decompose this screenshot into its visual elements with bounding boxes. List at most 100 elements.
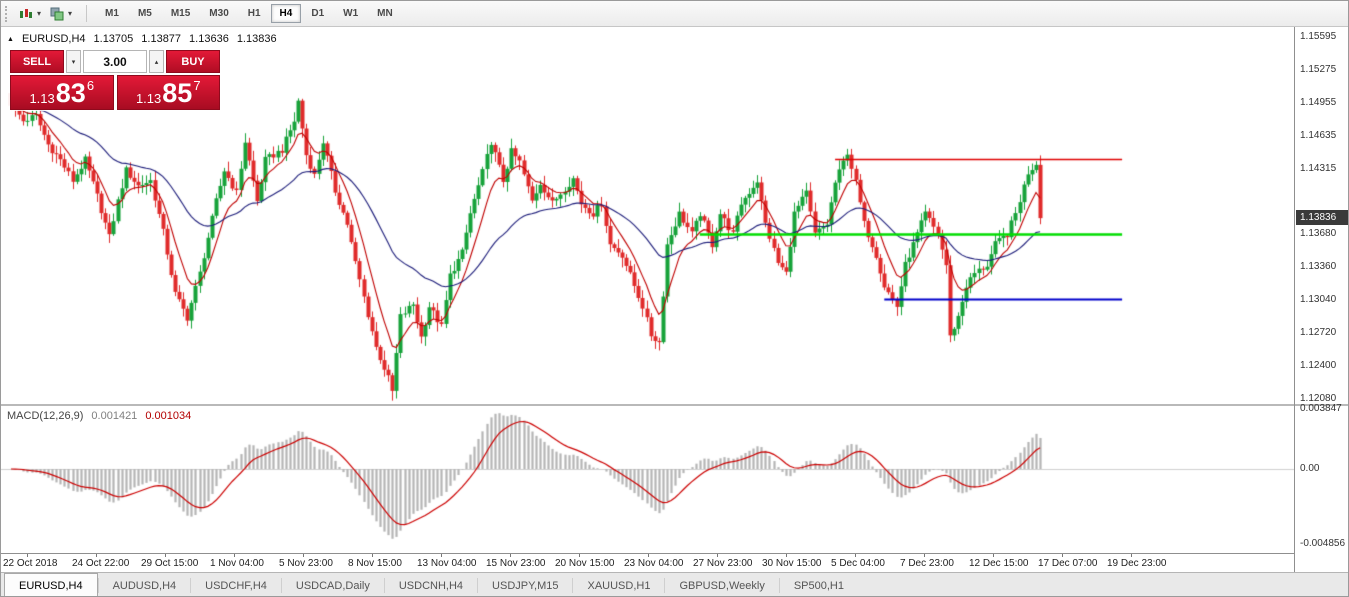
time-tick-mark	[510, 554, 511, 557]
timeframe-button-d1[interactable]: D1	[302, 4, 333, 23]
price-tick-label: 1.14315	[1300, 162, 1337, 174]
chart-type-caret-icon[interactable]: ▾	[37, 9, 42, 18]
price-tick-label: 1.14955	[1300, 96, 1337, 108]
chart-workspace: ▲ EURUSD,H4 1.13705 1.13877 1.13636 1.13…	[1, 27, 1348, 572]
time-tick-mark	[993, 554, 994, 557]
ohlc-close-value: 1.13836	[236, 33, 277, 45]
sell-price-prefix: 1.13	[29, 91, 55, 106]
chart-tab-eurusd-h4[interactable]: EURUSD,H4	[4, 573, 98, 596]
current-price-badge: 1.13836	[1296, 210, 1348, 226]
time-tick-label: 27 Nov 23:00	[693, 558, 753, 569]
time-tick-mark	[579, 554, 580, 557]
time-tick-mark	[1131, 554, 1132, 557]
time-tick-mark	[1062, 554, 1063, 557]
timeframe-button-m15[interactable]: M15	[162, 4, 199, 23]
chart-tabs-bar: EURUSD,H4 AUDUSD,H4 USDCHF,H4 USDCAD,Daily U…	[1, 572, 1348, 596]
macd-indicator-pane: MACD(12,26,9) 0.001421 0.001034	[1, 404, 1294, 553]
time-tick-label: 29 Oct 15:00	[141, 558, 199, 569]
chart-tab-sp500-h1[interactable]: SP500,H1	[793, 579, 844, 592]
time-tick-mark	[786, 554, 787, 557]
sell-price-tile[interactable]: 1.13 83 6	[10, 75, 114, 110]
tab-separator	[280, 578, 282, 593]
time-tick-mark	[27, 554, 28, 557]
chart-tab-gbpusd-weekly[interactable]: GBPUSD,Weekly	[679, 579, 765, 592]
buy-price-point: 7	[193, 78, 201, 93]
sell-button[interactable]: SELL	[10, 50, 64, 73]
time-tick-label: 24 Oct 22:00	[72, 558, 130, 569]
tab-separator	[778, 578, 780, 593]
tab-separator	[383, 578, 385, 593]
time-tick-label: 12 Dec 15:00	[969, 558, 1029, 569]
tab-separator	[190, 578, 192, 593]
tab-separator	[97, 578, 99, 593]
macd-indicator-name: MACD(12,26,9)	[7, 410, 84, 422]
price-tick-label: 1.15275	[1300, 63, 1337, 75]
chart-tab-usdcad-daily[interactable]: USDCAD,Daily	[295, 579, 370, 592]
time-tick-label: 13 Nov 04:00	[417, 558, 477, 569]
toolbar-drag-handle[interactable]	[5, 5, 10, 22]
macd-tick-label: 0.00	[1300, 463, 1320, 474]
chart-tab-usdcnh-h4[interactable]: USDCNH,H4	[398, 579, 464, 592]
time-tick-label: 23 Nov 04:00	[624, 558, 684, 569]
buy-price-tile[interactable]: 1.13 85 7	[116, 75, 220, 110]
ohlc-low-value: 1.13636	[189, 33, 229, 45]
timeframe-button-w1[interactable]: W1	[334, 4, 367, 23]
time-tick-label: 22 Oct 2018	[3, 558, 58, 569]
right-axis-column[interactable]: 1.15595 1.15275 1.14955 1.14635 1.14315 1.136…	[1294, 27, 1348, 572]
time-tick-label: 19 Dec 23:00	[1107, 558, 1167, 569]
price-tick-label: 1.13040	[1300, 294, 1337, 306]
chart-tab-xauusd-h1[interactable]: XAUUSD,H1	[587, 579, 651, 592]
timeframe-button-m1[interactable]: M1	[96, 4, 128, 23]
timeframe-buttons-group: M1 M5 M15 M30 H1 H4 D1 W1 MN	[96, 4, 402, 23]
price-axis[interactable]: 1.15595 1.15275 1.14955 1.14635 1.14315 1.136…	[1295, 27, 1348, 404]
lot-decrease-button[interactable]: ▾	[66, 50, 81, 73]
time-tick-label: 5 Dec 04:00	[831, 558, 885, 569]
time-tick-label: 17 Dec 07:00	[1038, 558, 1098, 569]
macd-label: MACD(12,26,9) 0.001421 0.001034	[7, 410, 191, 422]
time-tick-mark	[303, 554, 304, 557]
timeframe-button-h1[interactable]: H1	[239, 4, 270, 23]
tab-separator	[572, 578, 574, 593]
timeframe-button-h4[interactable]: H4	[270, 4, 302, 23]
plot-column: ▲ EURUSD,H4 1.13705 1.13877 1.13636 1.13…	[1, 27, 1294, 572]
buy-button[interactable]: BUY	[166, 50, 220, 73]
tab-separator	[664, 578, 666, 593]
chart-header: ▲ EURUSD,H4 1.13705 1.13877 1.13636 1.13…	[7, 33, 277, 45]
macd-canvas[interactable]	[1, 406, 1294, 553]
templates-caret-icon[interactable]: ▾	[68, 9, 73, 18]
chart-type-icon[interactable]	[17, 5, 35, 23]
sell-price-pips: 83	[55, 78, 86, 109]
time-tick-label: 15 Nov 23:00	[486, 558, 546, 569]
time-tick-mark	[234, 554, 235, 557]
trade-prices-row: 1.13 83 6 1.13 85 7	[10, 75, 220, 110]
timeframe-button-mn[interactable]: MN	[368, 4, 402, 23]
tab-separator	[477, 578, 479, 593]
chart-tab-audusd-h4[interactable]: AUDUSD,H4	[112, 579, 177, 592]
price-chart-pane: ▲ EURUSD,H4 1.13705 1.13877 1.13636 1.13…	[1, 27, 1294, 404]
time-tick-mark	[648, 554, 649, 557]
timeframe-button-m5[interactable]: M5	[129, 4, 161, 23]
sell-price-point: 6	[86, 78, 95, 93]
time-tick-mark	[441, 554, 442, 557]
time-tick-label: 7 Dec 23:00	[900, 558, 954, 569]
chart-tab-usdjpy-m15[interactable]: USDJPY,M15	[492, 579, 559, 592]
macd-tick-label: -0.004856	[1300, 538, 1346, 550]
time-tick-mark	[855, 554, 856, 557]
lot-size-input[interactable]	[83, 50, 147, 73]
time-tick-mark	[924, 554, 925, 557]
timeframe-toolbar: ▾ ▾ M1 M5 M15 M30 H1 H4 D1 W1 MN	[1, 1, 1348, 27]
timeframe-button-m30[interactable]: M30	[200, 4, 237, 23]
time-tick-label: 5 Nov 23:00	[279, 558, 333, 569]
macd-tick-label: 0.003847	[1300, 403, 1342, 415]
lot-increase-button[interactable]: ▴	[149, 50, 164, 73]
chart-tab-usdchf-h4[interactable]: USDCHF,H4	[205, 579, 267, 592]
templates-icon[interactable]	[48, 5, 66, 23]
time-tick-label: 8 Nov 15:00	[348, 558, 402, 569]
macd-axis[interactable]: 0.003847 0.00 -0.004856	[1295, 403, 1348, 553]
price-tick-label: 1.12400	[1300, 360, 1337, 371]
time-axis[interactable]: 22 Oct 2018 24 Oct 22:00 29 Oct 15:00 1 Nov…	[1, 553, 1294, 572]
price-tick-label: 1.13680	[1300, 228, 1337, 240]
macd-signal-value: 0.001034	[145, 410, 192, 422]
time-tick-label: 20 Nov 15:00	[555, 558, 615, 569]
